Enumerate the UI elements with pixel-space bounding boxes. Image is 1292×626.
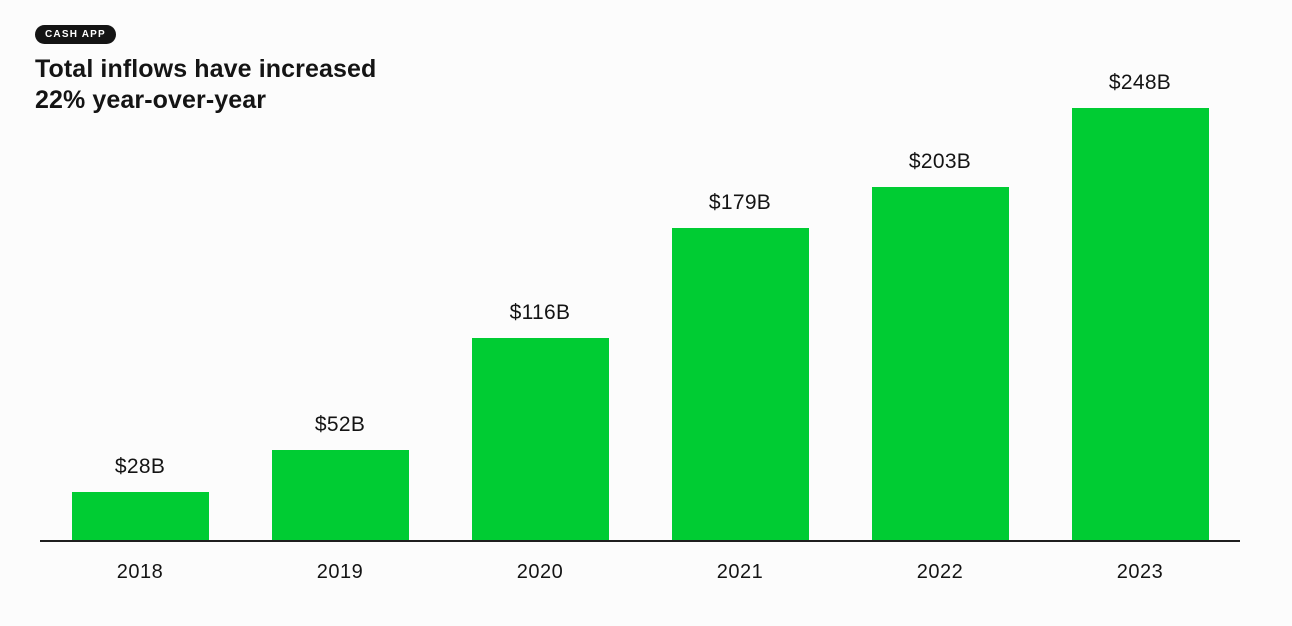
chart-title-line-2: 22% year-over-year xyxy=(35,86,267,114)
bar-group-2023: $248B xyxy=(1040,71,1240,541)
x-tick-label-2022: 2022 xyxy=(916,561,964,583)
bar-group-2020: $116B xyxy=(440,301,640,541)
x-axis-labels: 2018 2019 2020 2021 2022 2023 xyxy=(40,561,1240,584)
brand-badge: CASH APP xyxy=(35,25,116,44)
bar-value-label: $28B xyxy=(114,455,166,478)
bar-group-2019: $52B xyxy=(240,413,440,541)
bar-2019 xyxy=(271,450,409,541)
bar-2020 xyxy=(471,338,609,541)
bar-2018 xyxy=(71,492,209,541)
x-tick-label-2018: 2018 xyxy=(116,561,164,583)
bar-value-label: $116B xyxy=(509,301,571,324)
brand-badge-label: CASH APP xyxy=(45,29,106,40)
x-axis-line xyxy=(40,540,1240,542)
chart-title: Total inflows have increased 22% year-ov… xyxy=(35,54,376,116)
bar-value-label: $203B xyxy=(908,150,972,173)
bar-value-label: $52B xyxy=(314,413,366,436)
x-tick-label-2020: 2020 xyxy=(516,561,564,583)
chart-title-line-1: Total inflows have increased xyxy=(35,55,377,83)
bar-value-label: $248B xyxy=(1108,71,1172,94)
x-tick-label-2019: 2019 xyxy=(316,561,364,583)
bar-group-2018: $28B xyxy=(40,455,240,541)
bar-value-label: $179B xyxy=(708,191,772,214)
bar-group-2022: $203B xyxy=(840,150,1040,541)
x-tick-label-2023: 2023 xyxy=(1116,561,1164,583)
plot-area: $28B $52B $116B $179B $203B $248B xyxy=(40,0,1240,541)
bar-2023 xyxy=(1071,108,1209,541)
bar-group-2021: $179B xyxy=(640,191,840,541)
bar-2021 xyxy=(671,228,809,541)
x-tick-label-2021: 2021 xyxy=(716,561,764,583)
bar-2022 xyxy=(871,187,1009,541)
